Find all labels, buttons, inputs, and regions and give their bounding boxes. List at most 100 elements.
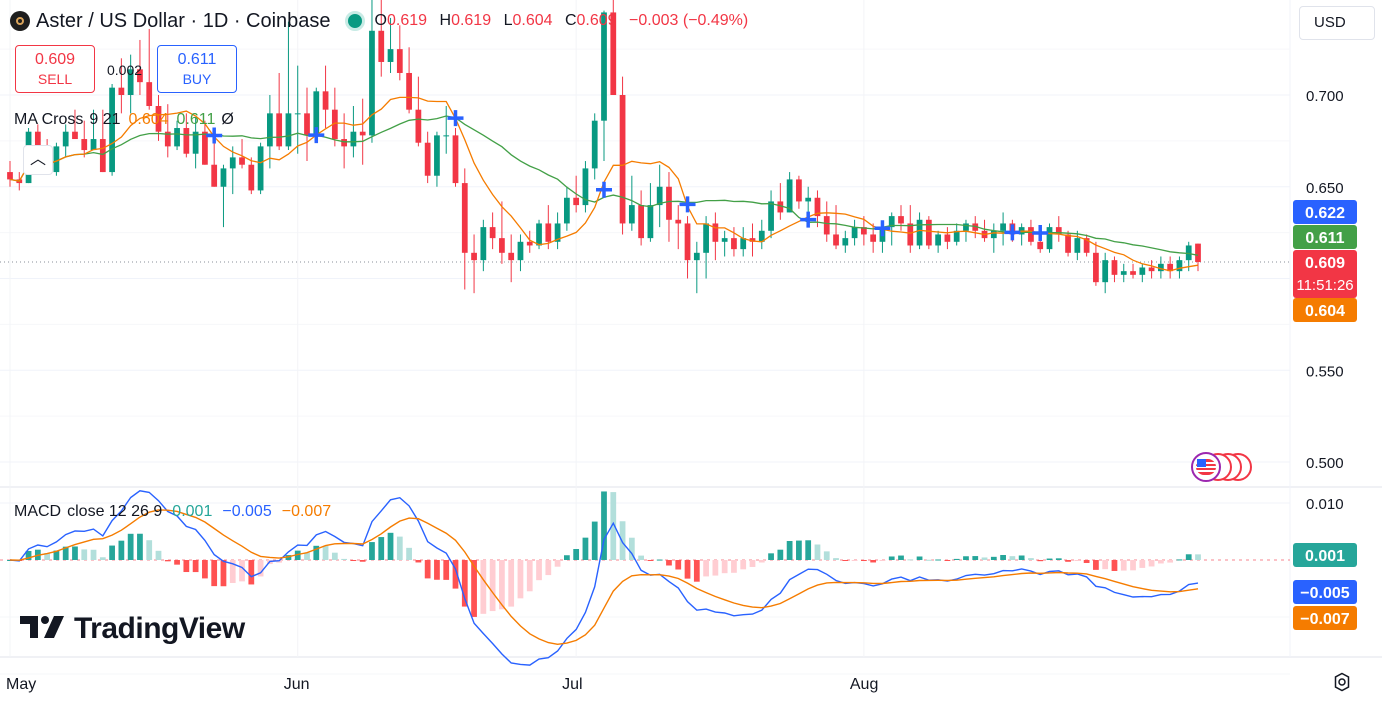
candle-body[interactable] — [684, 223, 691, 261]
collapse-legend-button[interactable]: ︿ — [23, 145, 53, 175]
candle-body[interactable] — [582, 168, 589, 206]
candle-body[interactable] — [1037, 241, 1044, 250]
candle-body[interactable] — [378, 30, 385, 62]
candle-body[interactable] — [1148, 267, 1155, 272]
candle-body[interactable] — [517, 241, 524, 261]
candle-body[interactable] — [313, 91, 320, 136]
candle-body[interactable] — [898, 216, 904, 224]
candle-body[interactable] — [62, 131, 69, 147]
candle-body[interactable] — [164, 131, 171, 147]
candle-body[interactable] — [601, 12, 607, 121]
candle-body[interactable] — [1167, 263, 1174, 272]
candle-body[interactable] — [396, 49, 403, 73]
candle-body[interactable] — [211, 164, 218, 187]
candle-body[interactable] — [1120, 271, 1127, 275]
candle-body[interactable] — [990, 230, 997, 239]
candle-body[interactable] — [1074, 238, 1081, 253]
candle-body[interactable] — [266, 113, 273, 147]
ma-cross-legend[interactable]: MA Cross 9 21 0.604 0.611 Ø — [14, 111, 234, 129]
candle-body[interactable] — [90, 139, 97, 151]
candle-body[interactable] — [1176, 260, 1183, 272]
candle-body[interactable] — [229, 157, 236, 169]
symbol-header[interactable]: Aster / US Dollar · 1D · Coinbase O0.619… — [10, 8, 756, 34]
candle-body[interactable] — [953, 230, 960, 242]
candle-body[interactable] — [907, 223, 914, 246]
candle-body[interactable] — [935, 234, 942, 246]
candle-body[interactable] — [127, 69, 134, 95]
candle-body[interactable] — [740, 238, 747, 250]
candle-body[interactable] — [471, 252, 477, 261]
candle-body[interactable] — [536, 223, 542, 246]
candle-body[interactable] — [860, 227, 867, 235]
candle-body[interactable] — [34, 131, 41, 154]
candle-body[interactable] — [53, 146, 60, 173]
candle-body[interactable] — [174, 128, 180, 147]
candle-body[interactable] — [1000, 223, 1006, 231]
candle-body[interactable] — [350, 131, 357, 147]
candle-body[interactable] — [1130, 271, 1136, 275]
candle-body[interactable] — [155, 106, 162, 132]
candle-body[interactable] — [72, 131, 78, 140]
candle-body[interactable] — [415, 109, 422, 143]
candle-body[interactable] — [461, 183, 468, 253]
candle-body[interactable] — [851, 227, 858, 239]
candle-body[interactable] — [916, 219, 923, 246]
candle-body[interactable] — [554, 223, 561, 242]
candle-body[interactable] — [499, 238, 505, 253]
candle-body[interactable] — [387, 49, 394, 62]
candle-body[interactable] — [183, 128, 190, 154]
candle-body[interactable] — [814, 197, 821, 217]
candle-body[interactable] — [1139, 267, 1146, 275]
macd-legend[interactable]: MACD close 12 26 9 0.001 −0.005 −0.007 — [14, 503, 331, 521]
candle-body[interactable] — [192, 131, 199, 154]
candle-body[interactable] — [823, 216, 830, 235]
currency-button[interactable]: USD — [1299, 6, 1375, 40]
candle-body[interactable] — [1065, 234, 1071, 253]
sell-button[interactable]: 0.609 SELL — [15, 45, 95, 93]
candle-body[interactable] — [721, 238, 728, 242]
candle-body[interactable] — [369, 30, 375, 136]
candle-body[interactable] — [591, 120, 598, 169]
candle-body[interactable] — [526, 241, 533, 246]
candle-body[interactable] — [656, 186, 663, 206]
candle-body[interactable] — [925, 219, 932, 246]
candle-body[interactable] — [675, 219, 682, 224]
candle-body[interactable] — [758, 230, 765, 242]
candle-body[interactable] — [610, 12, 617, 95]
candle-body[interactable] — [443, 135, 450, 137]
candle-body[interactable] — [731, 238, 737, 250]
candle-body[interactable] — [322, 91, 329, 110]
candle-body[interactable] — [109, 87, 115, 173]
candle-body[interactable] — [1102, 260, 1109, 283]
candle-body[interactable] — [304, 113, 310, 136]
candle-body[interactable] — [1055, 227, 1062, 235]
candle-body[interactable] — [963, 223, 969, 231]
candle-body[interactable] — [424, 142, 431, 176]
candle-body[interactable] — [712, 223, 719, 242]
candle-body[interactable] — [703, 223, 709, 253]
candle-body[interactable] — [545, 223, 552, 242]
candle-body[interactable] — [118, 87, 125, 95]
candle-body[interactable] — [563, 197, 570, 224]
candle-body[interactable] — [137, 69, 143, 83]
candle-body[interactable] — [257, 146, 264, 191]
events-flags[interactable] — [1180, 451, 1260, 483]
candle-body[interactable] — [638, 205, 645, 239]
candle-body[interactable] — [239, 157, 245, 165]
candle-body[interactable] — [1028, 227, 1034, 242]
candle-body[interactable] — [870, 234, 877, 242]
candle-body[interactable] — [768, 201, 774, 231]
candle-body[interactable] — [666, 186, 672, 220]
candle-body[interactable] — [628, 205, 635, 224]
candle-body[interactable] — [777, 201, 784, 213]
candle-body[interactable] — [434, 135, 440, 176]
candle-body[interactable] — [1083, 238, 1090, 253]
candle-body[interactable] — [1093, 252, 1099, 283]
candle-body[interactable] — [99, 139, 106, 173]
candle-body[interactable] — [81, 139, 88, 151]
candle-body[interactable] — [202, 131, 208, 165]
candle-body[interactable] — [805, 197, 812, 202]
candle-body[interactable] — [573, 197, 580, 206]
candle-body[interactable] — [842, 238, 849, 246]
candle-body[interactable] — [220, 168, 227, 187]
